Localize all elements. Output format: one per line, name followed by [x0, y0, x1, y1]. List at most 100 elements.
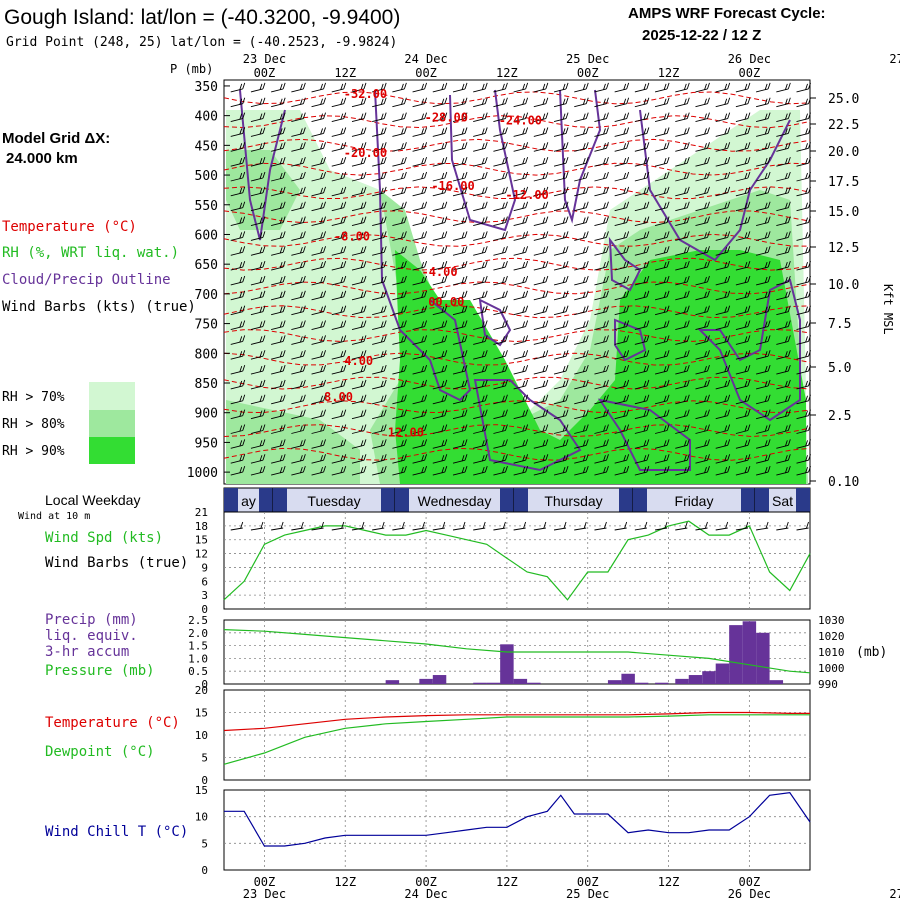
- barb-staff: [735, 266, 749, 271]
- barb-staff: [533, 162, 546, 167]
- barb-flag: [744, 276, 748, 284]
- barb-flag: [279, 455, 283, 462]
- barb-staff: [412, 311, 425, 316]
- barb-flag: [663, 172, 667, 180]
- wind-barb: [756, 97, 771, 108]
- weekday-shade: [273, 488, 287, 512]
- wind-barb: [594, 97, 609, 108]
- wind-barb: [796, 260, 811, 271]
- barb-flag: [320, 202, 323, 209]
- barb-flag: [727, 335, 731, 342]
- barb-flag: [444, 97, 448, 104]
- barb-staff: [796, 444, 809, 449]
- barb-staff: [412, 222, 425, 226]
- wind-barb: [432, 246, 448, 256]
- wind-barb: [412, 157, 428, 167]
- barb-flag: [747, 112, 751, 119]
- barb-staff: [594, 355, 607, 360]
- barb-flag: [380, 336, 384, 343]
- barb-flag: [444, 320, 448, 327]
- barb-flag: [340, 425, 344, 432]
- pressure-tick-label: 750: [195, 318, 218, 333]
- barb-flag: [360, 172, 364, 180]
- wind-barb: [311, 320, 326, 330]
- wind-barb: [432, 439, 448, 449]
- cloud-outline: [449, 89, 517, 232]
- barb-flag: [380, 98, 384, 105]
- barb-flag: [643, 232, 647, 239]
- barb-flag: [623, 306, 627, 313]
- barb-flag: [767, 465, 771, 473]
- barb-flag: [461, 455, 465, 462]
- barb-flag: [239, 261, 243, 269]
- barb-flag: [259, 351, 263, 358]
- barb-flag: [666, 394, 670, 401]
- barb-flag: [787, 112, 791, 119]
- wind-barb: [432, 350, 448, 360]
- wind-barb: [271, 320, 286, 330]
- barb-flag: [380, 261, 384, 269]
- panel-tick-label: 20: [195, 684, 208, 697]
- barb-flag: [484, 290, 488, 297]
- barb-staff: [432, 459, 445, 464]
- barb-staff: [654, 222, 668, 226]
- barb-flag: [525, 127, 529, 134]
- barb-staff: [372, 430, 385, 434]
- wind-barb: [271, 394, 286, 405]
- barb-flag: [279, 247, 283, 254]
- wind-barb: [311, 157, 326, 167]
- barb-flag: [646, 186, 650, 193]
- barb-staff: [271, 236, 284, 241]
- barb-flag: [704, 187, 707, 194]
- wind-barb: [634, 305, 650, 316]
- pressure-tick-label: 550: [195, 199, 218, 214]
- barb-flag: [603, 276, 606, 284]
- barb-flag: [582, 143, 586, 150]
- barb-flag: [262, 364, 266, 372]
- barb-staff: [351, 147, 365, 152]
- wind-barb: [574, 157, 589, 167]
- barb-staff: [574, 459, 587, 464]
- barb-staff: [311, 385, 324, 390]
- barb-flag: [484, 275, 488, 283]
- date-label: 26 Dec: [728, 887, 771, 900]
- barb-staff: [331, 281, 344, 286]
- barb-flag: [282, 216, 286, 223]
- barb-flag: [747, 379, 751, 387]
- barb-staff: [796, 326, 809, 330]
- barb-staff: [271, 355, 284, 360]
- barb-flag: [299, 466, 303, 474]
- wind-barb: [291, 127, 306, 137]
- barb-flag: [340, 202, 344, 209]
- barb-flag: [562, 306, 566, 313]
- wind-barb-10m-flag: [563, 521, 567, 529]
- barb-flag: [683, 365, 687, 373]
- wind-barb: [351, 320, 367, 330]
- barb-flag: [623, 143, 627, 150]
- barb-staff: [614, 355, 627, 360]
- barb-staff: [331, 370, 344, 375]
- barb-flag: [323, 290, 326, 297]
- wind-barb: [715, 320, 731, 330]
- barb-staff: [553, 444, 567, 449]
- barb-flag: [784, 291, 788, 298]
- barb-flag: [643, 261, 647, 269]
- barb-staff: [331, 147, 344, 152]
- wind-barb: [473, 290, 488, 301]
- wind-barb: [271, 424, 286, 434]
- barb-staff: [614, 222, 627, 226]
- wind-barb: [230, 409, 246, 420]
- weekday-label: Thursday: [544, 493, 602, 509]
- barb-staff: [372, 340, 385, 345]
- barb-flag: [424, 142, 428, 149]
- wind-barb: [493, 305, 508, 316]
- barb-staff: [553, 296, 567, 301]
- barb-flag: [282, 231, 286, 238]
- barb-flag: [525, 231, 529, 238]
- wind-barb: [392, 142, 407, 152]
- barb-flag: [542, 247, 546, 254]
- wind-barb: [695, 379, 710, 390]
- barb-flag: [582, 232, 586, 239]
- barb-flag: [403, 97, 407, 104]
- barb-staff: [533, 222, 546, 226]
